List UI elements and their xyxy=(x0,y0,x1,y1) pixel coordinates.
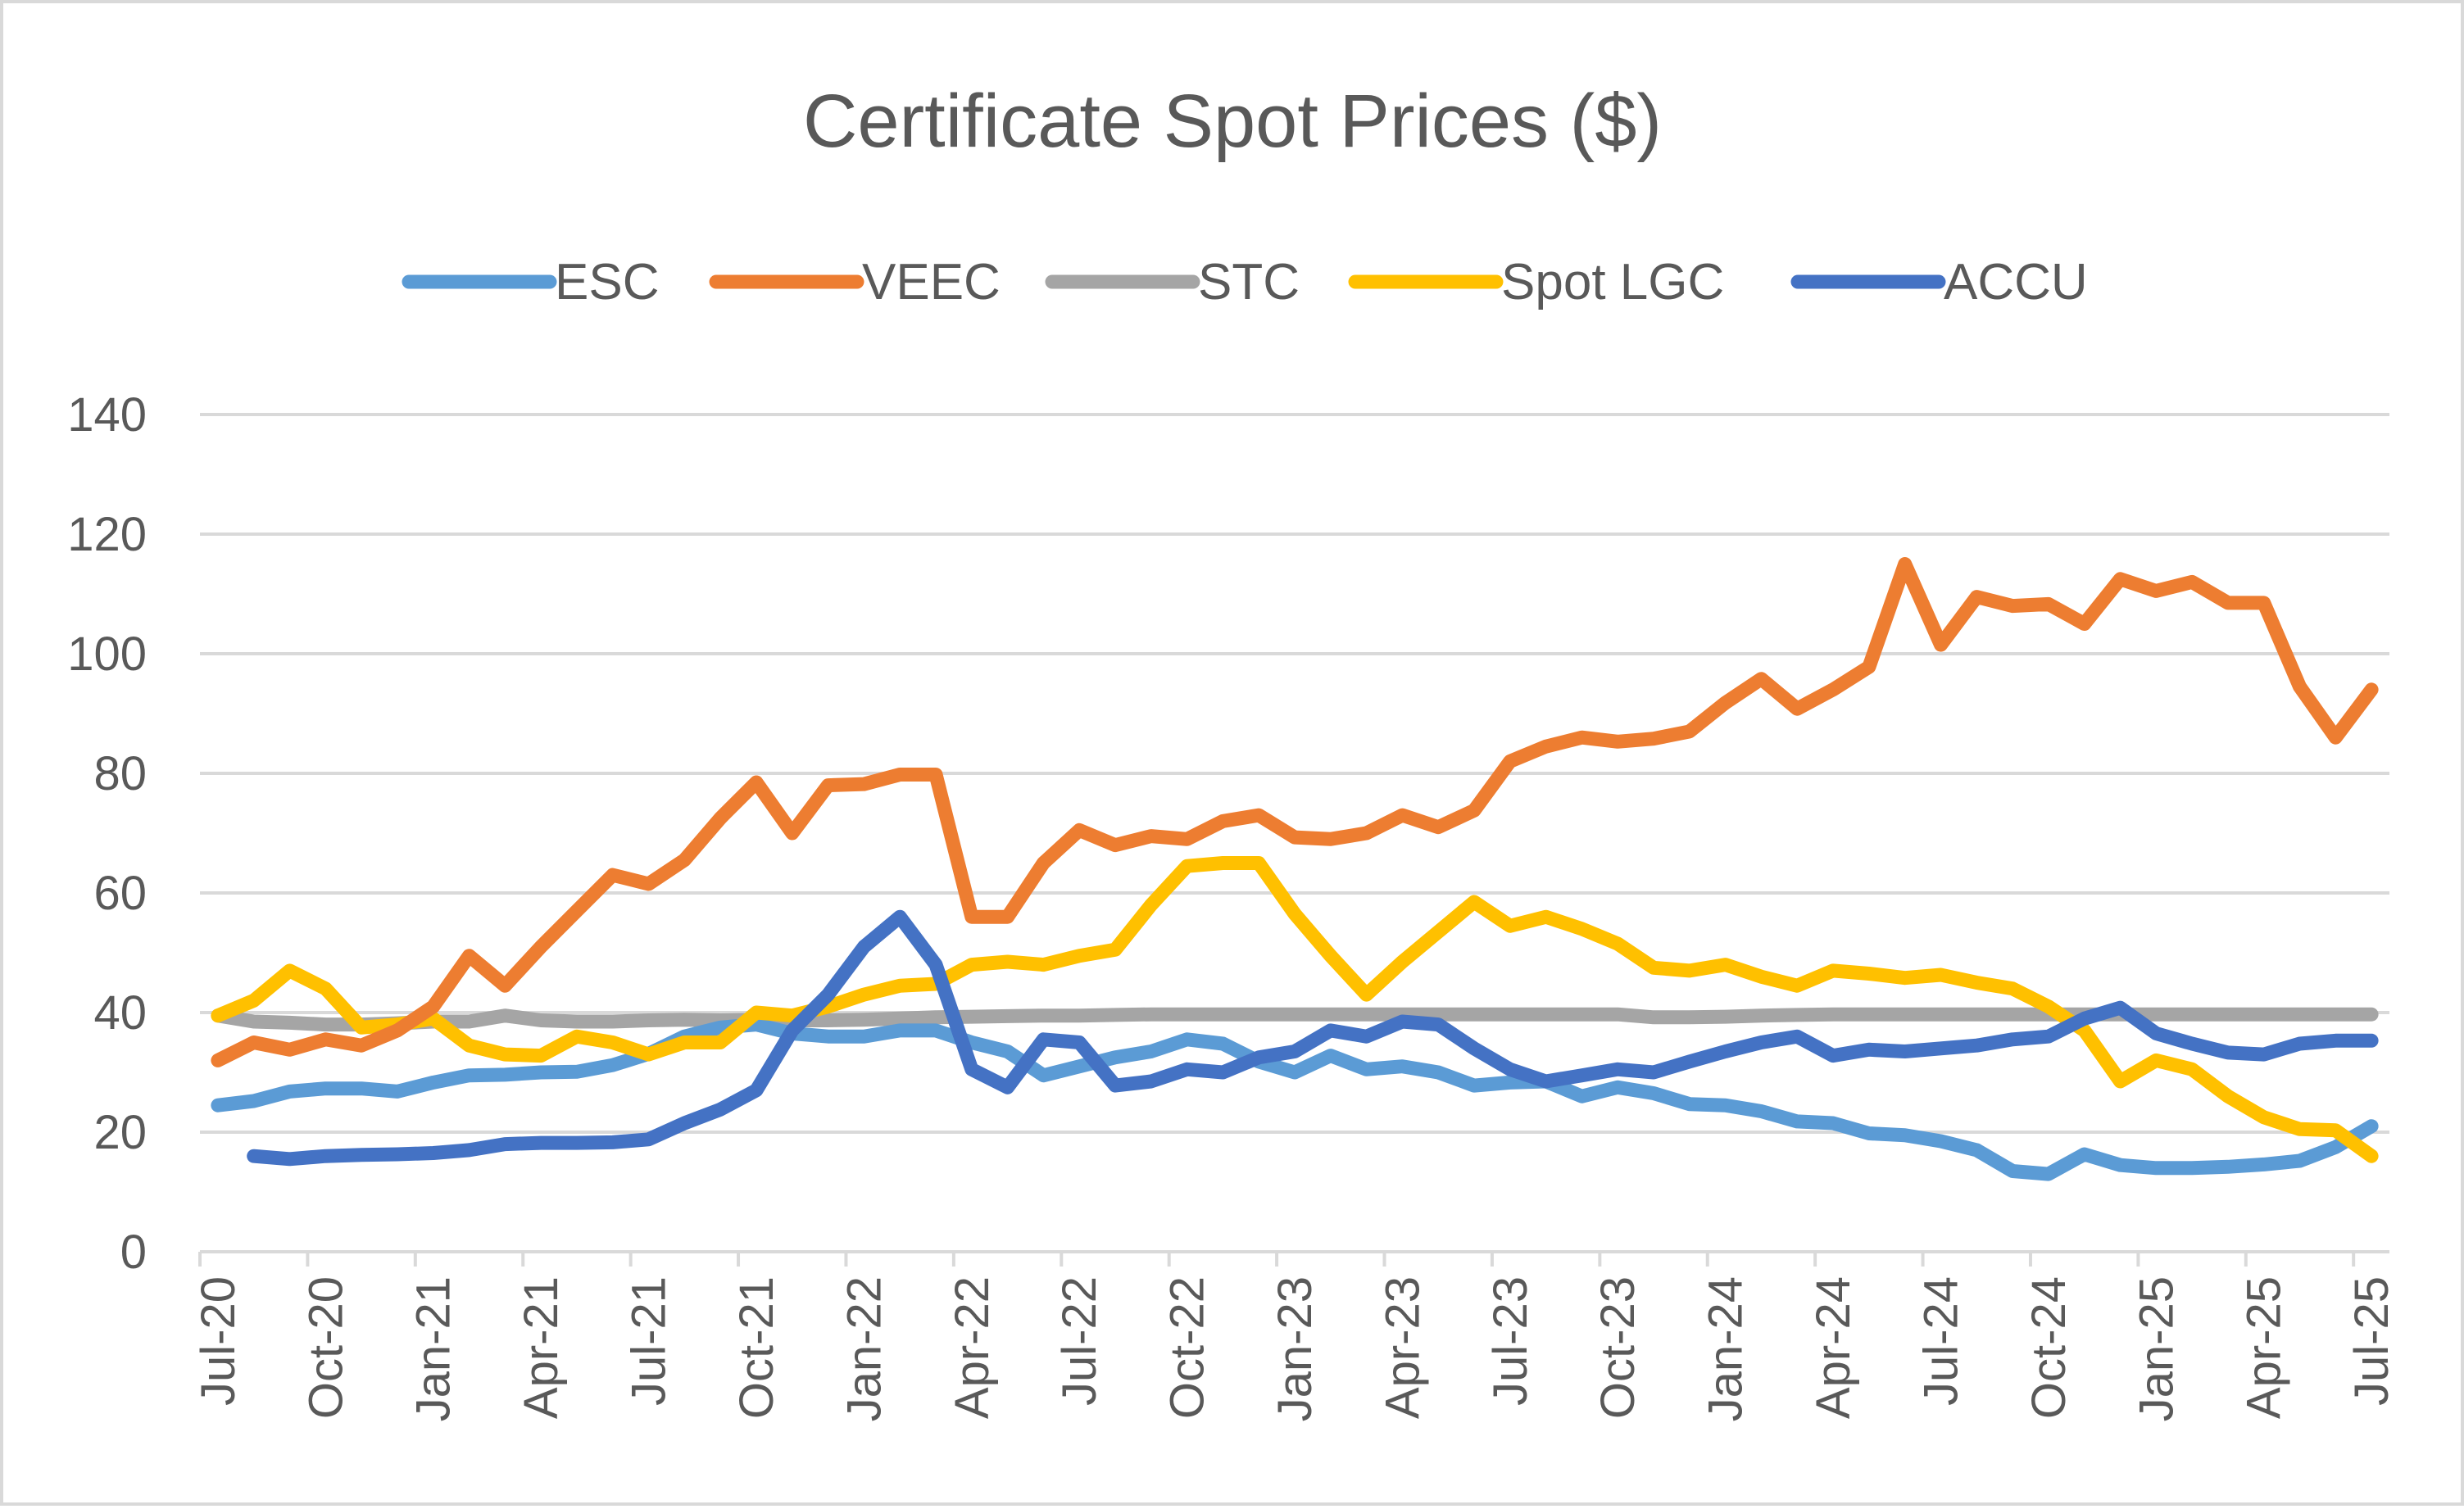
y-tick-label: 0 xyxy=(120,1226,147,1279)
x-tick-label: Jul-22 xyxy=(1053,1276,1106,1406)
legend-item-spot-lgc: Spot LGC xyxy=(1348,254,1724,310)
legend-label: Spot LGC xyxy=(1501,254,1724,310)
y-tick-label: 140 xyxy=(67,388,147,442)
line-chart: Certificate Spot Prices ($) ESC VEEC STC Sp… xyxy=(67,79,2398,1421)
series-line-stc xyxy=(211,1007,2379,1032)
y-axis: 0 20 40 60 80 100 120 140 xyxy=(67,388,147,1279)
series-line-veec xyxy=(211,557,2379,1067)
x-tick-label: Apr-22 xyxy=(946,1276,999,1419)
x-axis: Jul-20 Oct-20 Jan-21 Apr-21 Jul-21 Oct-21 Jan-… xyxy=(192,1250,2398,1421)
y-tick-label: 60 xyxy=(93,867,147,920)
legend-item-veec: VEEC xyxy=(709,254,1001,310)
x-tick-label: Jan-21 xyxy=(407,1276,461,1421)
x-tick-label: Apr-24 xyxy=(1807,1276,1860,1419)
series-line-accu xyxy=(247,909,2379,1167)
legend-item-esc: ESC xyxy=(402,254,659,310)
series-line-esc xyxy=(211,1017,2379,1181)
y-tick-label: 120 xyxy=(67,508,147,561)
legend-label: VEEC xyxy=(862,254,1001,310)
x-tick-label: Jul-25 xyxy=(2345,1276,2398,1406)
x-tick-label: Apr-21 xyxy=(515,1276,568,1419)
legend-label: ESC xyxy=(555,254,659,310)
x-tick-label: Oct-20 xyxy=(299,1276,352,1419)
y-tick-label: 80 xyxy=(93,747,147,800)
legend-item-stc: STC xyxy=(1045,254,1300,310)
y-tick-label: 100 xyxy=(67,628,147,681)
x-tick-label: Apr-25 xyxy=(2238,1276,2291,1419)
x-tick-label: Oct-22 xyxy=(1161,1276,1214,1419)
legend: ESC VEEC STC Spot LGC ACCU xyxy=(402,254,2088,310)
legend-item-accu: ACCU xyxy=(1790,254,2088,310)
x-tick-label: Jan-25 xyxy=(2130,1276,2183,1421)
x-tick-label: Jul-21 xyxy=(623,1276,676,1406)
legend-label: STC xyxy=(1198,254,1300,310)
x-tick-label: Oct-24 xyxy=(2022,1276,2076,1419)
x-tick-label: Apr-23 xyxy=(1376,1276,1429,1419)
y-tick-label: 20 xyxy=(93,1106,147,1159)
series-line-spot-lgc xyxy=(211,856,2379,1163)
x-tick-label: Oct-23 xyxy=(1591,1276,1645,1419)
x-tick-label: Jan-24 xyxy=(1699,1276,1753,1421)
series-lines xyxy=(211,557,2379,1181)
x-tick-label: Jan-22 xyxy=(837,1276,891,1421)
x-tick-label: Jul-23 xyxy=(1484,1276,1537,1406)
x-tick-label: Jul-20 xyxy=(192,1276,245,1406)
y-tick-label: 40 xyxy=(93,986,147,1040)
chart-title: Certificate Spot Prices ($) xyxy=(803,79,1662,163)
x-tick-label: Jan-23 xyxy=(1268,1276,1322,1421)
gridlines xyxy=(200,413,2389,1134)
x-tick-label: Jul-24 xyxy=(1914,1276,1967,1406)
x-tick-label: Oct-21 xyxy=(730,1276,783,1419)
legend-label: ACCU xyxy=(1944,254,2088,310)
